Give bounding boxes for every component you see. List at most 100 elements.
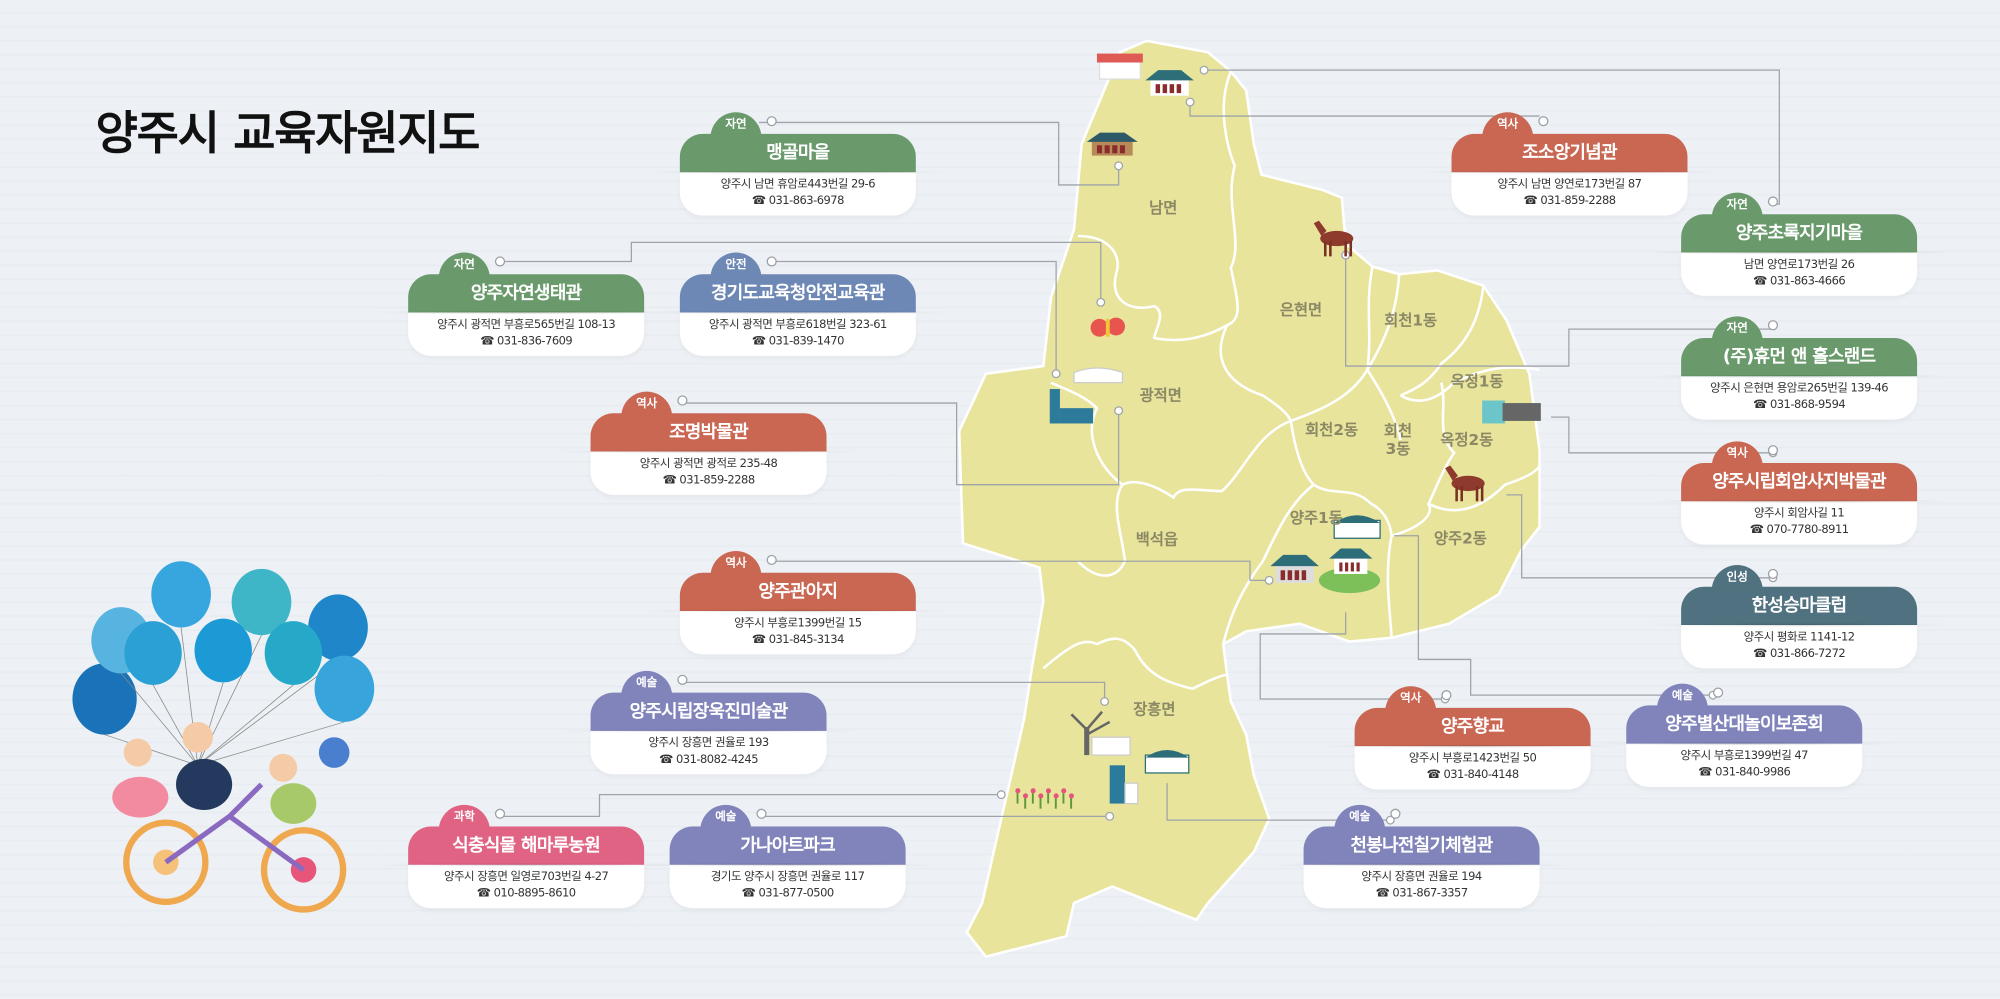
- resource-card[interactable]: 예술 양주시립장욱진미술관 양주시 장흥면 권율로 193 ☎ 031-8082-42…: [558, 670, 859, 775]
- resource-phone-row: ☎ 031-840-4148: [1355, 768, 1591, 785]
- resource-card[interactable]: 예술 천봉나전칠기체험관 양주시 장흥면 권율로 194 ☎ 031-867-3357: [1271, 804, 1572, 909]
- resource-address: 양주시 회암사길 11: [1753, 507, 1845, 521]
- resource-card[interactable]: 인성 한성승마클럽 양주시 평화로 1141-12 ☎ 031-866-7272: [1649, 565, 1949, 669]
- resource-card[interactable]: 역사 양주향교 양주시 부흥로1423번길 50 ☎ 031-840-4148: [1322, 686, 1623, 790]
- phone-icon: ☎: [751, 335, 766, 349]
- kid-figure: [112, 776, 169, 818]
- resource-name: 경기도교육청안전교육관: [679, 274, 916, 313]
- divider: [647, 170, 948, 174]
- region-label: 백석읍: [1135, 530, 1179, 549]
- resource-address: 양주시 은현면 용암로265번길 139-46: [1710, 382, 1889, 396]
- resource-details: 경기도 양주시 장흥면 권율로 117 ☎ 031-877-0500: [669, 864, 906, 909]
- resource-name: 조소앙기념관: [1451, 133, 1688, 173]
- resource-phone: 031-868-9594: [1769, 399, 1846, 412]
- balloon-string: [197, 660, 339, 766]
- balloon-icon: [308, 594, 368, 661]
- connector-line: [771, 260, 1057, 374]
- resource-details: 양주시 광적면 광적로 235-48 ☎ 031-859-2288: [590, 451, 827, 495]
- resource-phone-row: ☎ 031-839-1470: [680, 334, 916, 351]
- phone-icon: ☎: [1753, 399, 1767, 412]
- balloon-string: [197, 684, 294, 766]
- resource-phone-row: ☎ 031-863-4666: [1681, 274, 1917, 291]
- connector-dot: [1767, 196, 1779, 207]
- divider: [1271, 863, 1572, 867]
- resource-card[interactable]: 예술 양주별산대놀이보존회 양주시 부흥로1399번길 47 ☎ 031-840-99…: [1594, 683, 1895, 787]
- resource-details: 양주시 남면 양연로173번길 87 ☎ 031-859-2288: [1451, 172, 1688, 216]
- phone-icon: ☎: [1426, 769, 1441, 782]
- phone-icon: ☎: [1753, 275, 1767, 289]
- connector-dot: [1767, 320, 1779, 331]
- resource-card[interactable]: 자연 (주)휴먼 앤 홀스랜드 양주시 은현면 용암로265번길 139-46 ☎ 0…: [1649, 316, 1949, 420]
- resource-address: 양주시 부흥로1423번길 50: [1408, 752, 1537, 766]
- resource-phone-row: ☎ 031-867-3357: [1304, 886, 1540, 903]
- phone-icon: ☎: [662, 474, 677, 488]
- connector-dot: [1185, 97, 1195, 107]
- phone-icon: ☎: [1698, 766, 1712, 780]
- resource-card[interactable]: 역사 조소앙기념관 양주시 남면 양연로173번길 87 ☎ 031-859-2288: [1419, 112, 1720, 216]
- divider: [1649, 499, 1949, 503]
- resource-phone-row: ☎ 031-8082-4245: [591, 753, 827, 770]
- resource-address: 경기도 양주시 장흥면 권율로 117: [710, 871, 865, 884]
- connector-dot: [1767, 445, 1779, 456]
- resource-card[interactable]: 역사 조명박물관 양주시 광적면 광적로 235-48 ☎ 031-859-2288: [558, 391, 859, 495]
- resource-details: 양주시 장흥면 권율로 193 ☎ 031-8082-4245: [590, 730, 827, 775]
- resource-details: 양주시 은현면 용암로265번길 139-46 ☎ 031-868-9594: [1681, 376, 1918, 420]
- connector-dot: [756, 808, 767, 819]
- resource-card[interactable]: 과학 식충식물 해마루농원 양주시 장흥면 일영로703번길 4-27 ☎ 010-8…: [376, 804, 677, 909]
- resource-name: 양주시립장욱진미술관: [590, 692, 827, 731]
- resource-phone-row: ☎ 031-868-9594: [1681, 398, 1917, 415]
- resource-name: 양주별산대놀이보존회: [1626, 705, 1863, 744]
- resource-card[interactable]: 자연 양주자연생태관 양주시 광적면 부흥로565번길 108-13 ☎ 031-83…: [376, 252, 677, 356]
- resource-name: (주)휴먼 앤 홀스랜드: [1681, 338, 1918, 377]
- connector-dot: [996, 790, 1006, 800]
- resource-card[interactable]: 자연 양주초록지기마을 남면 양연로173번길 26 ☎ 031-863-4666: [1649, 192, 1949, 296]
- balloon-string: [152, 684, 199, 766]
- connector-line: [1551, 416, 1773, 454]
- horse-icon: [1313, 220, 1354, 257]
- connector-dot: [1264, 575, 1274, 585]
- balloon-icon: [194, 618, 252, 683]
- resource-phone-row: ☎ 031-863-6978: [680, 194, 916, 211]
- resource-phone: 031-840-9986: [1715, 766, 1791, 780]
- phone-icon: ☎: [751, 195, 766, 208]
- balloon-icon: [314, 655, 375, 722]
- museum-building-icon: [1073, 367, 1124, 384]
- connector-dot: [1390, 808, 1401, 819]
- resource-card[interactable]: 자연 맹골마을 양주시 남면 휴암로443번길 29-6 ☎ 031-863-6978: [647, 112, 948, 216]
- district-boundaries: [1042, 70, 1541, 691]
- resource-name: 양주관아지: [679, 572, 916, 611]
- connector-dot: [1105, 811, 1115, 821]
- resource-address: 양주시 장흥면 권율로 194: [1361, 871, 1482, 884]
- resource-address: 양주시 장흥면 권율로 193: [648, 737, 769, 750]
- divider: [1322, 744, 1623, 748]
- connector-dot: [766, 116, 777, 127]
- resource-phone: 031-867-3357: [1392, 887, 1468, 901]
- resource-card[interactable]: 역사 양주관아지 양주시 부흥로1399번길 15 ☎ 031-845-3134: [647, 551, 948, 655]
- resource-name: 양주시립회암사지박물관: [1681, 463, 1918, 502]
- resource-details: 남면 양연로173번길 26 ☎ 031-863-4666: [1681, 252, 1918, 296]
- resource-name: 양주향교: [1354, 707, 1591, 747]
- connector-line: [1166, 783, 1391, 821]
- tree-gallery-icon: [1070, 710, 1131, 756]
- divider: [558, 450, 859, 453]
- divider: [1649, 374, 1949, 378]
- divider: [558, 729, 859, 733]
- divider: [647, 609, 948, 613]
- resource-card[interactable]: 안전 경기도교육청안전교육관 양주시 광적면 부흥로618번길 323-61 ☎ 03…: [647, 252, 948, 356]
- horse-icon: [1445, 465, 1485, 502]
- divider: [1419, 170, 1720, 174]
- kid-figure: [270, 783, 317, 824]
- connector-dot: [494, 256, 506, 267]
- resource-phone-row: ☎ 070-7780-8911: [1681, 523, 1917, 540]
- resource-details: 양주시 광적면 부흥로618번길 323-61 ☎ 031-839-1470: [679, 312, 916, 356]
- connector-dot: [1767, 568, 1779, 580]
- resource-card[interactable]: 역사 양주시립회암사지박물관 양주시 회암사길 11 ☎ 070-7780-8911: [1649, 441, 1949, 545]
- resource-phone: 031-845-3134: [768, 633, 845, 647]
- phone-icon: ☎: [1753, 647, 1767, 661]
- resource-address: 양주시 평화로 1141-12: [1743, 631, 1855, 645]
- resource-phone: 031-840-4148: [1443, 769, 1519, 782]
- resource-card[interactable]: 예술 가나아트파크 경기도 양주시 장흥면 권율로 117 ☎ 031-877-050…: [637, 804, 938, 909]
- resource-name: 천봉나전칠기체험관: [1303, 826, 1540, 865]
- connector-dot: [1096, 297, 1106, 307]
